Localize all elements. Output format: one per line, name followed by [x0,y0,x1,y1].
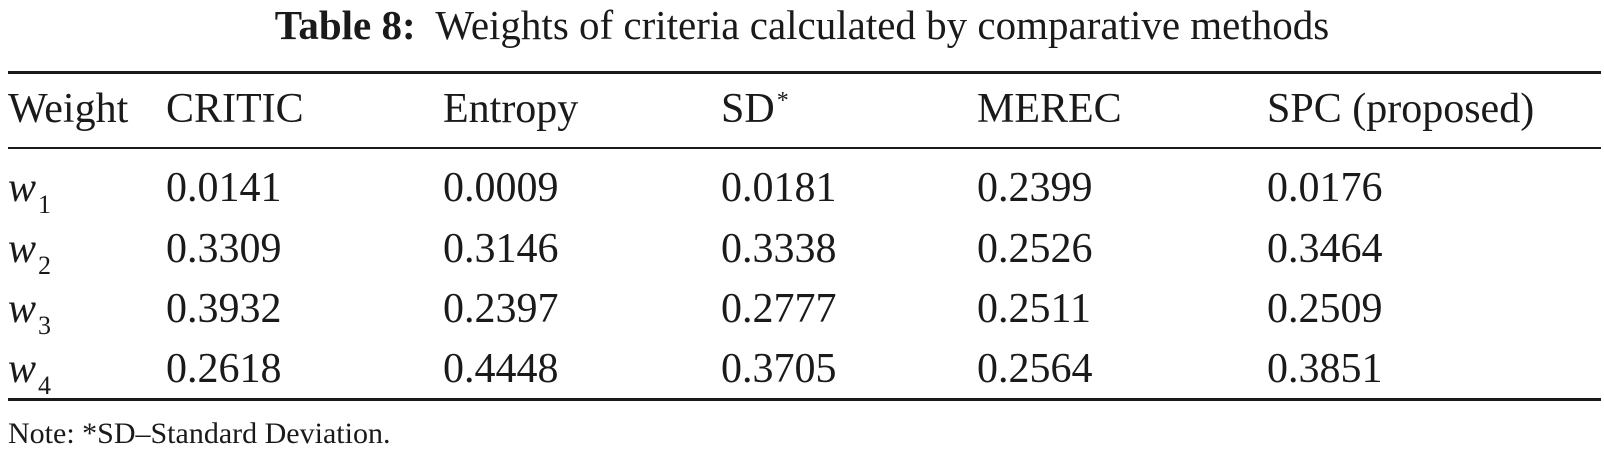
cell-sd: 0.3705 [721,346,837,392]
cell-sd: 0.3338 [721,226,837,272]
cell-entropy: 0.0009 [443,165,559,211]
header-merec: MEREC [977,86,1122,132]
cell-critic: 0.0141 [166,165,282,211]
cell-critic: 0.3932 [166,286,282,332]
cell-spc: 0.2509 [1267,286,1383,332]
caption-label: Table 8: [274,2,416,48]
cell-entropy: 0.2397 [443,286,559,332]
header-critic: CRITIC [166,86,304,132]
cell-merec: 0.2564 [977,346,1093,392]
header-entropy: Entropy [443,86,579,132]
header-spc: SPC (proposed) [1267,86,1535,132]
header-weight: Weight [8,86,129,132]
cell-sd: 0.2777 [721,286,837,332]
weight-subscript: 3 [38,311,52,340]
weight-symbol: w [8,226,37,272]
header-sd-marker: * [776,88,789,114]
weight-symbol: w [8,286,37,332]
cell-critic: 0.3309 [166,226,282,272]
bottom-rule [8,398,1601,401]
cell-merec: 0.2511 [977,286,1091,332]
top-rule [8,71,1601,74]
weight-symbol: w [8,165,37,211]
cell-sd: 0.0181 [721,165,837,211]
caption-text: Weights of criteria calculated by compar… [435,2,1330,48]
header-sd-label: SD [721,86,775,132]
cell-spc: 0.0176 [1267,165,1383,211]
weight-subscript: 2 [38,251,52,280]
cell-critic: 0.2618 [166,346,282,392]
cell-entropy: 0.4448 [443,346,559,392]
table-caption: Table 8: Weights of criteria calculated … [0,0,1604,50]
header-rule [8,147,1601,149]
row-weight-label: w1 [8,163,52,219]
cell-merec: 0.2399 [977,165,1093,211]
cell-spc: 0.3851 [1267,346,1383,392]
row-weight-label: w4 [8,344,52,400]
table-note: Note: *SD–Standard Deviation. [8,417,391,450]
header-sd: SD* [721,84,789,140]
weight-subscript: 1 [38,190,52,219]
row-weight-label: w2 [8,224,52,280]
cell-spc: 0.3464 [1267,226,1383,272]
cell-merec: 0.2526 [977,226,1093,272]
weight-symbol: w [8,346,37,392]
row-weight-label: w3 [8,284,52,340]
cell-entropy: 0.3146 [443,226,559,272]
weight-subscript: 4 [38,371,52,400]
